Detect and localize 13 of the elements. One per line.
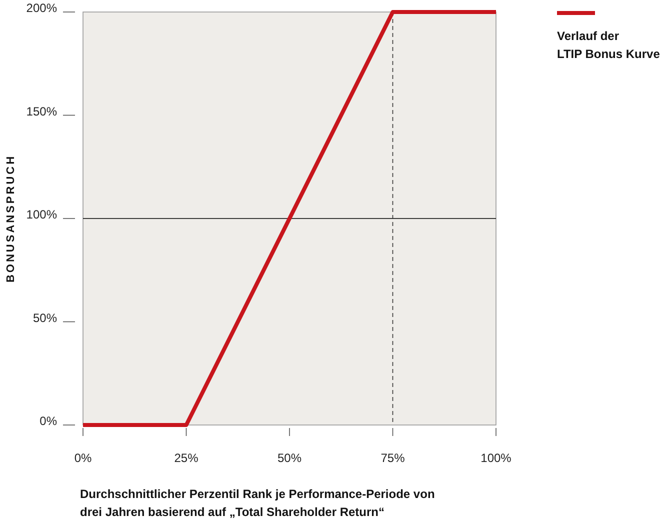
x-tick-label: 100% [480,451,512,465]
x-axis-title: Durchschnittlicher Perzentil Rank je Performance-Periode von drei Jahren basierend auf „Total Shareholder Return“ [80,487,435,519]
y-tick-label: 200% [26,1,58,15]
x-tick-label: 50% [277,451,302,465]
x-tick-label: 0% [74,451,92,465]
legend-label: Verlauf der LTIP Bonus Kurve [557,29,660,61]
x-tick-label: 75% [380,451,406,465]
y-axis-title: BONUSANSPRUCH [5,154,17,283]
y-tick-label: 150% [26,104,58,118]
y-tick-label: 0% [40,414,58,428]
x-tick-label: 25% [174,451,199,465]
y-tick-label: 50% [32,310,58,325]
y-tick-label: 100% [26,208,58,222]
